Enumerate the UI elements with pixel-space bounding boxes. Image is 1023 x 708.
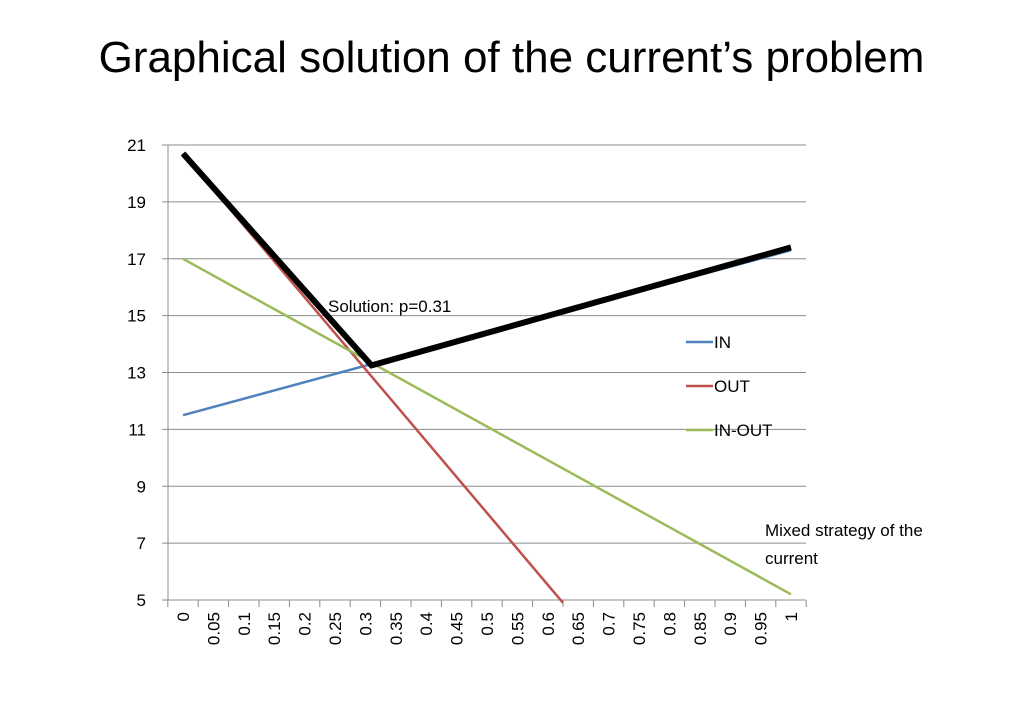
legend-label: IN xyxy=(714,333,731,352)
chart-title: Graphical solution of the current’s prob… xyxy=(98,33,925,82)
y-tick-label: 19 xyxy=(127,193,146,212)
x-tick-label: 0.85 xyxy=(691,612,710,645)
x-tick-label: 0.05 xyxy=(204,612,223,645)
x-tick-label: 0.95 xyxy=(752,612,771,645)
x-tick-label: 0.6 xyxy=(539,612,558,636)
x-tick-label: 0.9 xyxy=(721,612,740,636)
grid-lines xyxy=(168,144,806,544)
y-tick-label: 5 xyxy=(137,591,146,610)
legend: IN OUT IN-OUT xyxy=(686,333,773,440)
x-axis-note-line2: current xyxy=(765,549,818,568)
legend-label: OUT xyxy=(714,377,750,396)
x-tick-label: 0.4 xyxy=(417,612,436,636)
x-tick-label: 0.8 xyxy=(660,612,679,636)
x-tick-label: 0.5 xyxy=(478,612,497,636)
y-tick-label: 9 xyxy=(137,477,146,496)
x-tick-label: 0.1 xyxy=(235,612,254,636)
y-tick-label: 11 xyxy=(128,420,146,439)
solution-line xyxy=(180,151,792,369)
x-tick-label: 0.2 xyxy=(296,612,315,636)
x-tick-label: 0.35 xyxy=(387,612,406,645)
series-lines xyxy=(180,151,792,604)
y-tick-label: 7 xyxy=(137,534,146,553)
x-tick-label: 0.3 xyxy=(356,612,375,636)
x-tick-label: 0.7 xyxy=(600,612,619,636)
legend-label: IN-OUT xyxy=(714,421,773,440)
x-axis-note-line1: Mixed strategy of the xyxy=(765,521,923,540)
x-tick-label: 0 xyxy=(174,612,193,621)
x-tick-label: 0.45 xyxy=(448,612,467,645)
series-line-in-out xyxy=(182,257,792,596)
axes xyxy=(162,144,807,607)
x-tick-label: 0.75 xyxy=(630,612,649,645)
y-tick-label: 13 xyxy=(127,364,146,383)
x-tick-label: 0.25 xyxy=(326,612,345,645)
y-tick-label: 17 xyxy=(127,250,146,269)
tick-labels: 5 7 9 11 13 15 17 19 21 0 0.05 0.1 0.15 0.2 0.25 0.3 0.3… xyxy=(127,136,801,645)
solution-annotation: Solution: p=0.31 xyxy=(328,297,451,316)
y-tick-label: 21 xyxy=(127,136,146,155)
y-tick-label: 15 xyxy=(127,307,146,326)
x-tick-label: 1 xyxy=(782,612,801,621)
x-tick-label: 0.65 xyxy=(569,612,588,645)
x-tick-label: 0.15 xyxy=(265,612,284,645)
x-tick-label: 0.55 xyxy=(508,612,527,645)
